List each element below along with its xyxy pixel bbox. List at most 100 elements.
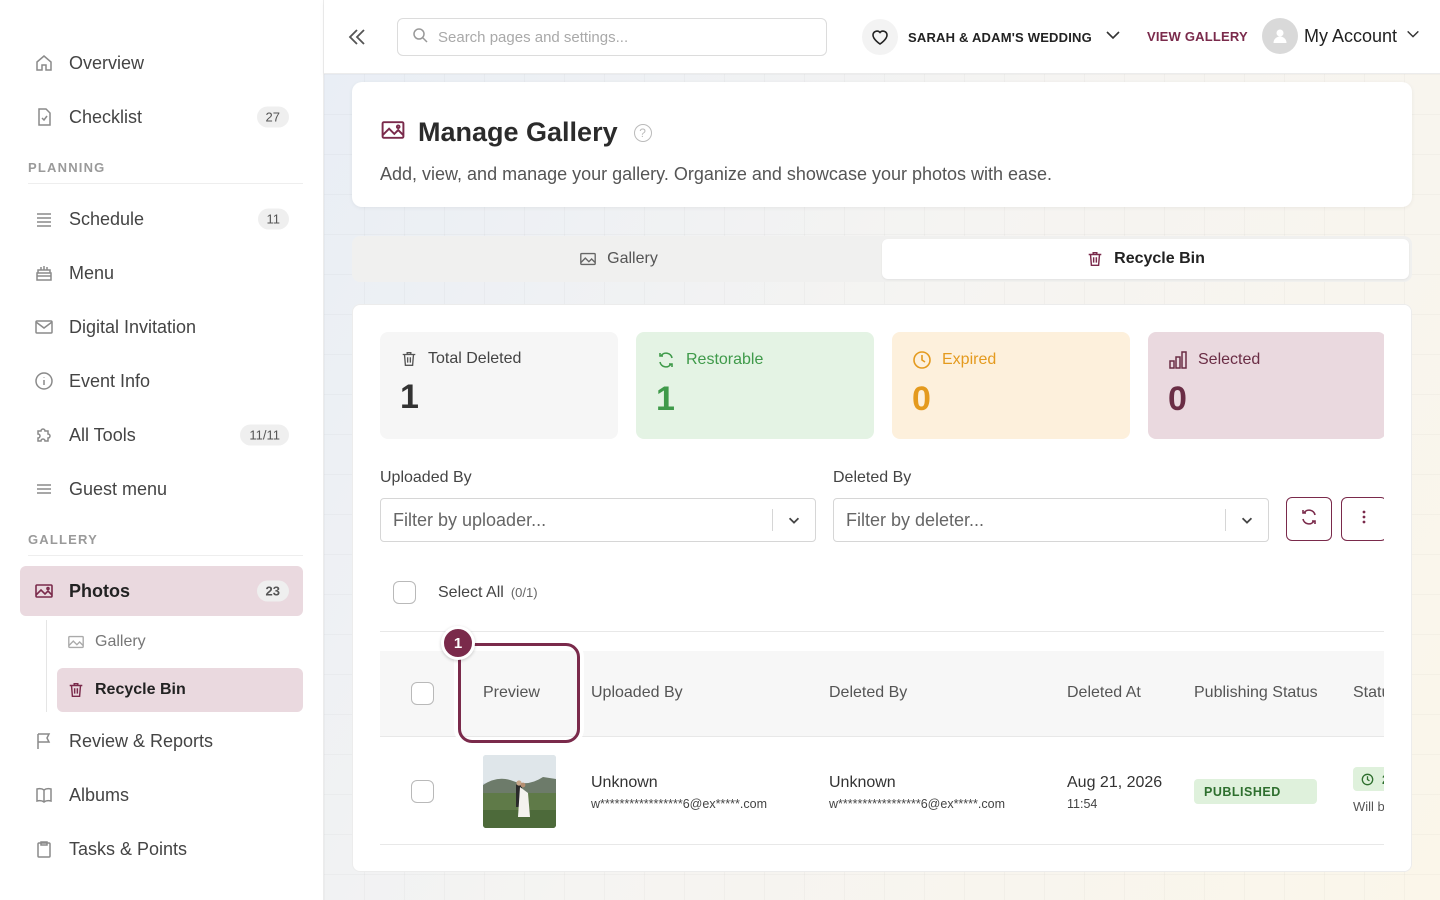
sidebar-item-review-reports[interactable]: Review & Reports: [20, 716, 303, 766]
search-input[interactable]: [438, 28, 808, 46]
avatar: [1262, 18, 1298, 54]
more-options-button[interactable]: [1341, 497, 1387, 541]
stats-row: Total Deleted 1 Restorable 1: [380, 332, 1386, 439]
section-title-gallery: GALLERY: [28, 532, 303, 556]
tab-recycle-bin[interactable]: Recycle Bin: [882, 239, 1409, 279]
table-clip-edge: [1384, 305, 1411, 871]
section-title-planning: PLANNING: [28, 160, 303, 184]
gallery-icon: [380, 117, 406, 148]
view-gallery-link[interactable]: VIEW GALLERY: [1147, 29, 1248, 44]
deleter-filter-select[interactable]: Filter by deleter...: [833, 498, 1269, 542]
home-icon: [34, 53, 54, 73]
sidebar-subitem-label: Gallery: [95, 633, 146, 650]
sidebar-item-schedule[interactable]: Schedule 11: [20, 194, 303, 244]
search-box: [397, 18, 827, 56]
divider: [380, 631, 1384, 632]
status-note: Will b: [1353, 799, 1385, 814]
page-title: Manage Gallery: [418, 117, 618, 147]
checklist-icon: [34, 107, 54, 127]
table-row: Unknown w*****************6@ex*****.com …: [380, 737, 1393, 845]
sidebar-item-tasks-points[interactable]: Tasks & Points: [20, 824, 303, 874]
tab-label: Gallery: [607, 250, 658, 267]
deleted-time: 11:54: [1067, 797, 1098, 811]
sidebar-item-event-info[interactable]: Event Info: [20, 356, 303, 406]
select-all-row: Select All (0/1): [393, 581, 538, 604]
stat-selected: Selected 0: [1148, 332, 1386, 439]
account-menu[interactable]: My Account: [1262, 18, 1421, 54]
column-header-status[interactable]: Statu: [1353, 684, 1391, 701]
image-icon: [579, 250, 597, 268]
refresh-button[interactable]: [1286, 497, 1332, 541]
step-badge: 1: [441, 626, 475, 660]
sidebar-item-checklist[interactable]: Checklist 27: [20, 92, 303, 142]
sidebar-item-label: Digital Invitation: [69, 316, 197, 337]
book-icon: [34, 785, 54, 805]
sidebar-item-overview[interactable]: Overview: [20, 38, 303, 88]
envelope-icon: [34, 317, 54, 337]
menu-lines-icon: [34, 479, 54, 499]
count-badge: 23: [256, 580, 289, 602]
stat-expired: Expired 0: [892, 332, 1130, 439]
sidebar-item-label: Albums: [69, 784, 130, 805]
photo-thumbnail[interactable]: [483, 755, 556, 828]
gallery-tabs: Gallery Recycle Bin: [352, 236, 1412, 282]
row-checkbox[interactable]: [411, 780, 434, 803]
sidebar-item-albums[interactable]: Albums: [20, 770, 303, 820]
sidebar-item-digital-invitation[interactable]: Digital Invitation: [20, 302, 303, 352]
select-all-checkbox[interactable]: [393, 581, 416, 604]
sidebar: Overview Checklist 27 PLANNING Schedule …: [0, 0, 324, 900]
chevron-down-icon: [786, 512, 802, 533]
sidebar-item-all-tools[interactable]: All Tools 11/11: [20, 410, 303, 460]
filter-placeholder: Filter by deleter...: [846, 509, 985, 530]
schedule-icon: [34, 209, 54, 229]
column-header-uploaded-by[interactable]: Uploaded By: [591, 684, 683, 701]
sidebar-item-guest-menu[interactable]: Guest menu: [20, 464, 303, 514]
bar-chart-icon: [1168, 350, 1188, 370]
more-vertical-icon: [1354, 507, 1374, 532]
sidebar-item-label: Tasks & Points: [69, 838, 188, 859]
event-selector[interactable]: SARAH & ADAM'S WEDDING: [862, 18, 1122, 56]
uploaded-by-label: Uploaded By: [380, 469, 472, 486]
select-all-label: Select All: [438, 583, 504, 601]
cake-icon: [34, 263, 54, 283]
main-content: Manage Gallery ? Add, view, and manage y…: [324, 74, 1440, 900]
refresh-icon: [656, 350, 676, 370]
event-name: SARAH & ADAM'S WEDDING: [908, 29, 1092, 45]
help-icon[interactable]: ?: [633, 123, 652, 142]
sidebar-subitem-label: Recycle Bin: [95, 681, 186, 698]
table-header: Preview Uploaded By Deleted By Deleted A…: [380, 651, 1390, 737]
uploader-name: Unknown: [591, 774, 658, 791]
stat-value: 0: [1168, 380, 1187, 418]
account-label: My Account: [1304, 25, 1398, 46]
sidebar-item-label: Overview: [69, 52, 145, 73]
column-header-deleted-by[interactable]: Deleted By: [829, 684, 908, 701]
trash-icon: [1086, 250, 1104, 268]
sidebar-item-menu[interactable]: Menu: [20, 248, 303, 298]
tab-gallery[interactable]: Gallery: [355, 239, 882, 279]
select-all-count: (0/1): [510, 585, 538, 600]
sidebar-item-label: Review & Reports: [69, 730, 214, 751]
sidebar-subitem-gallery[interactable]: Gallery: [57, 620, 303, 664]
clipboard-icon: [34, 839, 54, 859]
photos-subnav: Gallery Recycle Bin: [46, 620, 323, 712]
heart-icon: [862, 19, 898, 55]
column-header-deleted-at[interactable]: Deleted At: [1067, 684, 1141, 701]
sidebar-subitem-recycle-bin[interactable]: Recycle Bin: [57, 668, 303, 712]
clock-icon: [1361, 773, 1374, 786]
publishing-status-badge: PUBLISHED: [1194, 779, 1317, 804]
sidebar-item-label: Schedule: [69, 208, 145, 229]
deleted-by-label: Deleted By: [833, 469, 912, 486]
stat-label: Expired: [942, 351, 997, 368]
collapse-sidebar-icon[interactable]: [344, 24, 370, 50]
page-description: Add, view, and manage your gallery. Orga…: [380, 164, 1053, 184]
stat-label: Selected: [1198, 351, 1261, 368]
count-badge: 11: [257, 208, 289, 230]
count-badge: 27: [256, 106, 289, 128]
sidebar-item-photos[interactable]: Photos 23: [20, 566, 303, 616]
clock-icon: [912, 350, 932, 370]
uploader-filter-select[interactable]: Filter by uploader...: [380, 498, 816, 542]
header-checkbox[interactable]: [411, 682, 434, 705]
sidebar-item-label: Checklist: [69, 106, 143, 127]
column-header-preview[interactable]: Preview: [483, 684, 540, 701]
column-header-publishing-status[interactable]: Publishing Status: [1194, 684, 1318, 701]
